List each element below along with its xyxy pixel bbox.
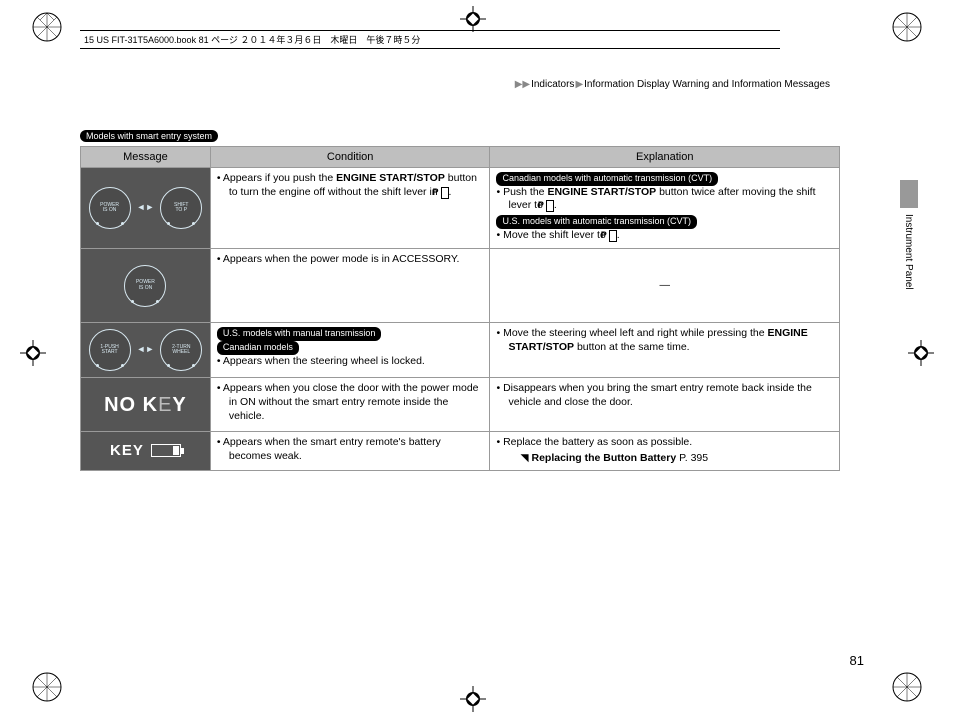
keybatt-icon: KEY	[110, 442, 181, 459]
cross-mark-icon	[20, 340, 46, 366]
intro-badge: Models with smart entry system	[80, 130, 218, 142]
gauge-icon: 1-PUSHSTART	[89, 329, 131, 371]
gauge-icon: 2-TURNWHEEL	[160, 329, 202, 371]
explanation-text: Disappears when you bring the smart entr…	[496, 382, 833, 409]
explanation-text: Push the ENGINE START/STOP button twice …	[496, 186, 833, 213]
messages-table: Message Condition Explanation POWERIS ON…	[80, 146, 840, 471]
gauge-icon: SHIFTTO P	[160, 187, 202, 229]
file-header: 15 US FIT-31T5A6000.book 81 ページ ２０１４年３月６…	[80, 30, 780, 49]
th-explanation: Explanation	[490, 147, 840, 168]
variant-badge: U.S. models with automatic transmission …	[496, 215, 697, 229]
nokey-icon: NO KEY	[104, 394, 187, 416]
variant-badge: Canadian models	[217, 341, 299, 355]
th-message: Message	[81, 147, 211, 168]
table-row: POWERIS ON ◄► SHIFTTO P Appears if you p…	[81, 168, 840, 249]
battery-icon	[151, 444, 181, 457]
cross-mark-icon	[460, 6, 486, 32]
condition-text: Appears if you push the ENGINE START/STO…	[217, 172, 484, 199]
arrow-icon: ◄►	[137, 202, 155, 214]
condition-text: Appears when the power mode is in ACCESS…	[217, 253, 484, 267]
condition-text: Appears when you close the door with the…	[217, 382, 484, 423]
explanation-text: Move the shift lever to P.	[496, 229, 833, 243]
reg-mark-icon	[30, 10, 64, 44]
breadcrumb-b: Information Display Warning and Informat…	[584, 79, 830, 90]
cross-mark-icon	[460, 686, 486, 712]
reg-mark-icon	[890, 10, 924, 44]
side-tab-label: Instrument Panel	[903, 214, 914, 290]
explanation-text: Replace the battery as soon as possible.	[496, 436, 833, 450]
table-row: NO KEY Appears when you close the door w…	[81, 378, 840, 432]
gauge-icon: POWERIS ON	[124, 265, 166, 307]
reg-mark-icon	[30, 670, 64, 704]
reg-mark-icon	[890, 670, 924, 704]
arrow-icon: ◄►	[137, 344, 155, 356]
table-row: KEY Appears when the smart entry remote'…	[81, 432, 840, 470]
explanation-text: —	[490, 249, 840, 323]
page-number: 81	[850, 653, 864, 668]
cross-reference: ◥ Replacing the Button Battery P. 395	[496, 452, 833, 466]
th-condition: Condition	[210, 147, 490, 168]
variant-badge: Canadian models with automatic transmiss…	[496, 172, 718, 186]
explanation-text: Move the steering wheel left and right w…	[496, 327, 833, 354]
table-row: POWERIS ON Appears when the power mode i…	[81, 249, 840, 323]
variant-badge: U.S. models with manual transmission	[217, 327, 382, 341]
table-row: 1-PUSHSTART ◄► 2-TURNWHEEL U.S. models w…	[81, 323, 840, 378]
condition-text: Appears when the smart entry remote's ba…	[217, 436, 484, 463]
side-tab: Instrument Panel	[900, 180, 918, 400]
gauge-icon: POWERIS ON	[89, 187, 131, 229]
ref-arrow-icon: ◥	[520, 452, 528, 464]
breadcrumb: ▶▶Indicators▶Information Display Warning…	[80, 79, 870, 90]
breadcrumb-a: Indicators	[531, 79, 574, 90]
condition-text: Appears when the steering wheel is locke…	[217, 355, 484, 369]
